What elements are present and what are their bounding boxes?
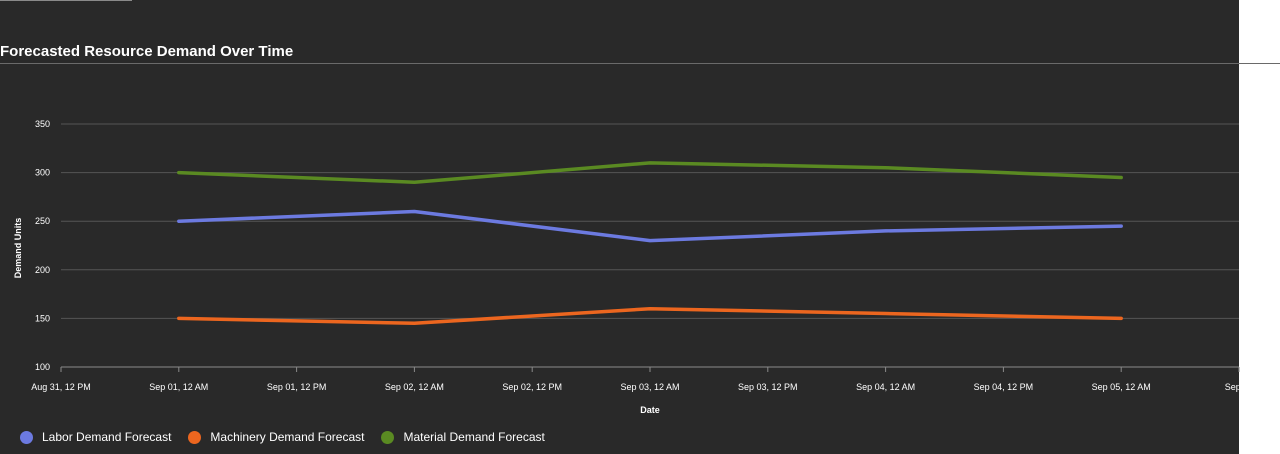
legend-item-machinery[interactable]: Machinery Demand Forecast <box>188 430 364 444</box>
legend: Labor Demand Forecast Machinery Demand F… <box>20 430 562 444</box>
legend-dot-labor <box>20 430 33 444</box>
y-axis-label: Demand Units <box>13 218 23 279</box>
x-tick-label: Sep 04, 12 AM <box>856 382 915 392</box>
grid-lines <box>61 123 1239 368</box>
y-tick-label: 350 <box>35 119 50 129</box>
y-tick-label: 150 <box>35 313 50 323</box>
tab-underline <box>0 0 132 1</box>
x-tick-label: Sep 03, 12 AM <box>620 382 679 392</box>
legend-item-labor[interactable]: Labor Demand Forecast <box>20 430 171 444</box>
series-line <box>177 209 1123 243</box>
legend-item-material[interactable]: Material Demand Forecast <box>381 430 545 444</box>
y-tick-label: 250 <box>35 216 50 226</box>
legend-label-labor: Labor Demand Forecast <box>42 430 172 444</box>
title-divider <box>0 63 1280 64</box>
x-tick-label: Sep 02, 12 PM <box>502 382 562 392</box>
x-tick-label: Sep 04, 12 PM <box>974 382 1034 392</box>
legend-dot-material <box>381 430 395 444</box>
legend-dot-machinery <box>188 430 202 444</box>
x-tick-label: Sep 05, 12 AM <box>1092 382 1151 392</box>
x-tick-label: Sep 05 <box>1225 382 1254 392</box>
x-tick-label: Aug 31, 12 PM <box>31 382 91 392</box>
y-axis-ticks: 100 150 200 250 300 350 <box>35 119 50 372</box>
y-tick-label: 100 <box>35 362 50 372</box>
x-axis-ticks: Aug 31, 12 PM Sep 01, 12 AM Sep 01, 12 PM S… <box>31 367 1253 392</box>
y-tick-label: 300 <box>35 168 50 178</box>
x-tick-label: Sep 03, 12 PM <box>738 382 798 392</box>
x-tick-label: Sep 02, 12 AM <box>385 382 444 392</box>
series-line <box>177 306 1123 326</box>
series-line <box>177 161 1123 185</box>
x-tick-label: Sep 01, 12 AM <box>149 382 208 392</box>
legend-label-material: Material Demand Forecast <box>403 430 545 444</box>
series-lines <box>177 161 1123 326</box>
legend-label-machinery: Machinery Demand Forecast <box>210 430 365 444</box>
y-tick-label: 200 <box>35 265 50 275</box>
x-tick-label: Sep 01, 12 PM <box>267 382 327 392</box>
x-axis-label: Date <box>640 405 660 415</box>
chart-title: Forecasted Resource Demand Over Time <box>0 43 294 60</box>
